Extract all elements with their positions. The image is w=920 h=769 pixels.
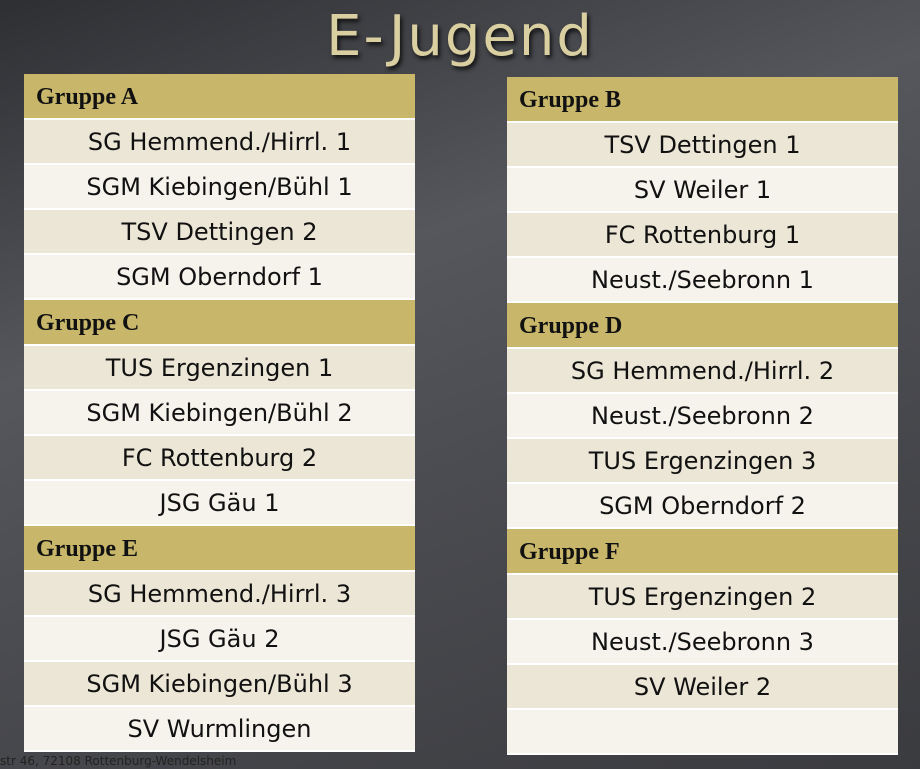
team-cell: SG Hemmend./Hirrl. 1 <box>24 120 415 165</box>
team-cell: FC Rottenburg 2 <box>24 436 415 481</box>
team-cell: TUS Ergenzingen 1 <box>24 346 415 391</box>
team-cell: Neust./Seebronn 1 <box>507 258 898 303</box>
group-table: Gruppe B TSV Dettingen 1 SV Weiler 1 FC Rot… <box>507 77 898 755</box>
team-cell: JSG Gäu 2 <box>24 617 415 662</box>
team-cell: JSG Gäu 1 <box>24 481 415 526</box>
team-cell: SV Weiler 1 <box>507 168 898 213</box>
empty-cell <box>507 710 898 755</box>
footer: str 46, 72108 Rottenburg-Wendelsheim <box>0 754 237 768</box>
team-cell: SGM Kiebingen/Bühl 2 <box>24 391 415 436</box>
team-cell: SG Hemmend./Hirrl. 3 <box>24 572 415 617</box>
team-cell: Neust./Seebronn 3 <box>507 620 898 665</box>
group-header: Gruppe E <box>24 526 415 572</box>
team-cell: TSV Dettingen 1 <box>507 123 898 168</box>
team-cell: TUS Ergenzingen 2 <box>507 575 898 620</box>
team-cell: SGM Kiebingen/Bühl 1 <box>24 165 415 210</box>
team-cell: SGM Oberndorf 1 <box>24 255 415 300</box>
team-cell: SGM Kiebingen/Bühl 3 <box>24 662 415 707</box>
group-table: Gruppe A SG Hemmend./Hirrl. 1 SGM Kiebinge… <box>24 74 415 752</box>
group-header: Gruppe B <box>507 77 898 123</box>
team-cell: FC Rottenburg 1 <box>507 213 898 258</box>
group-header: Gruppe F <box>507 529 898 575</box>
title: E-Jugend <box>326 4 594 69</box>
team-cell: Neust./Seebronn 2 <box>507 394 898 439</box>
team-cell: SG Hemmend./Hirrl. 2 <box>507 349 898 394</box>
team-cell: SV Wurmlingen <box>24 707 415 752</box>
team-cell: SV Weiler 2 <box>507 665 898 710</box>
team-cell: TSV Dettingen 2 <box>24 210 415 255</box>
group-header: Gruppe D <box>507 303 898 349</box>
group-header: Gruppe C <box>24 300 415 346</box>
team-cell: SGM Oberndorf 2 <box>507 484 898 529</box>
group-header: Gruppe A <box>24 74 415 120</box>
team-cell: TUS Ergenzingen 3 <box>507 439 898 484</box>
